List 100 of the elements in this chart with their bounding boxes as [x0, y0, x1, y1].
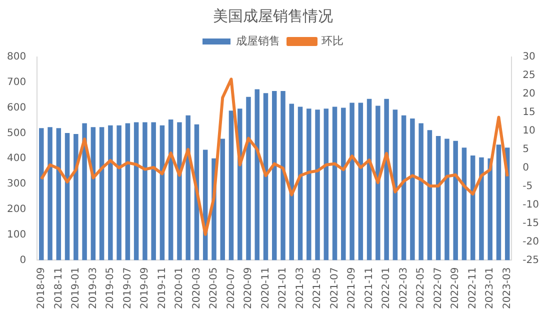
bar — [410, 118, 415, 260]
y2-tick-label: 30 — [522, 52, 536, 63]
y2-tick-label: 20 — [522, 88, 536, 100]
bar — [436, 136, 441, 260]
y2-tick-label: 10 — [522, 125, 536, 136]
bar — [306, 108, 312, 260]
x-tick-label: 2022-09 — [450, 267, 462, 310]
y2-tick-label: 0 — [522, 162, 530, 174]
bar — [401, 115, 406, 260]
x-tick-label: 2022-05 — [416, 267, 427, 310]
bar — [108, 125, 113, 260]
y2-tick-label: -20 — [522, 236, 540, 248]
x-tick-label: 2020-11 — [260, 267, 272, 310]
x-tick-label: 2018-09 — [36, 267, 47, 310]
bar — [272, 91, 277, 260]
bar — [315, 110, 320, 260]
bar — [48, 127, 52, 260]
x-tick-label: 2022-07 — [432, 267, 444, 310]
x-tick-label: 2019-01 — [70, 267, 82, 310]
bar — [134, 122, 139, 260]
bar — [82, 123, 87, 260]
y-tick-label: 700 — [6, 76, 26, 88]
x-tick-label: 2019-09 — [140, 267, 151, 310]
x-tick-label: 2022-01 — [381, 267, 392, 310]
y-tick-label: 300 — [6, 178, 26, 190]
x-tick-label: 2021-09 — [346, 267, 358, 310]
bar — [470, 156, 476, 260]
bar — [39, 128, 44, 260]
bar — [142, 122, 148, 260]
bar — [280, 91, 286, 260]
x-tick-label: 2020-09 — [243, 267, 254, 310]
x-tick-label: 2020-07 — [226, 267, 237, 310]
y2-tick-label: 25 — [522, 70, 536, 82]
bar — [376, 106, 380, 260]
bar — [186, 115, 190, 260]
bar — [151, 122, 156, 260]
bar — [74, 134, 78, 260]
bar — [384, 98, 389, 260]
y2-tick-label: -15 — [522, 218, 540, 229]
bar — [479, 157, 484, 260]
x-tick-label: 2019-05 — [105, 267, 116, 310]
bar — [462, 148, 467, 260]
x-tick-label: 2021-01 — [278, 267, 289, 310]
bar — [263, 93, 268, 260]
bar — [168, 119, 174, 260]
bar — [220, 138, 225, 260]
bar — [125, 123, 130, 260]
bar — [289, 104, 294, 260]
x-tick-label: 2019-07 — [122, 267, 134, 310]
y-tick-label: 400 — [6, 153, 26, 164]
bar — [160, 125, 165, 260]
x-tick-label: 2021-11 — [364, 267, 375, 310]
bar — [254, 89, 260, 260]
x-tick-label: 2023-01 — [484, 267, 496, 310]
y-tick-label: 500 — [6, 128, 26, 139]
bar — [350, 102, 354, 260]
y-tick-label: 600 — [6, 102, 26, 114]
bar — [99, 127, 104, 260]
x-tick-label: 2021-07 — [329, 267, 340, 310]
bar — [64, 132, 70, 260]
bar — [228, 110, 234, 260]
bar — [358, 102, 364, 260]
y-tick-label: 0 — [20, 254, 26, 266]
x-tick-label: 2021-05 — [312, 267, 324, 310]
x-tick-label: 2022-11 — [467, 267, 478, 310]
bar — [298, 106, 303, 260]
x-tick-label: 2019-03 — [88, 267, 99, 310]
x-tick-label: 2019-11 — [156, 267, 168, 310]
x-tick-label: 2020-03 — [191, 267, 202, 310]
bar — [177, 122, 182, 260]
bar — [444, 138, 450, 260]
bar — [488, 158, 492, 260]
bar — [332, 106, 338, 260]
y2-tick-label: -25 — [522, 254, 540, 266]
bar — [56, 128, 62, 260]
x-tick-label: 2023-03 — [502, 267, 513, 310]
y-tick-label: 200 — [6, 204, 26, 216]
bar — [246, 96, 251, 260]
bar — [496, 144, 502, 260]
x-tick-label: 2020-05 — [208, 267, 220, 310]
x-tick-label: 2020-01 — [174, 267, 186, 310]
bar — [418, 123, 424, 260]
legend-label: 成屋销售 — [236, 34, 280, 48]
y2-tick-label: -5 — [522, 180, 533, 192]
x-tick-label: 2018-11 — [53, 267, 64, 310]
legend-label: 环比 — [322, 34, 344, 48]
bar — [341, 108, 346, 260]
bar — [116, 125, 122, 260]
bar — [366, 98, 372, 260]
x-tick-label: 2021-03 — [294, 267, 306, 310]
y-tick-label: 800 — [6, 52, 26, 63]
y-tick-label: 100 — [6, 229, 26, 240]
chart-title: 美国成屋销售情况 — [213, 6, 333, 25]
bar — [427, 130, 432, 260]
y2-tick-label: 5 — [522, 144, 530, 155]
bar — [453, 140, 458, 260]
bar — [324, 108, 329, 260]
y2-tick-label: -10 — [522, 199, 540, 210]
x-tick-label: 2022-03 — [398, 267, 410, 310]
y2-tick-label: 15 — [522, 107, 536, 118]
